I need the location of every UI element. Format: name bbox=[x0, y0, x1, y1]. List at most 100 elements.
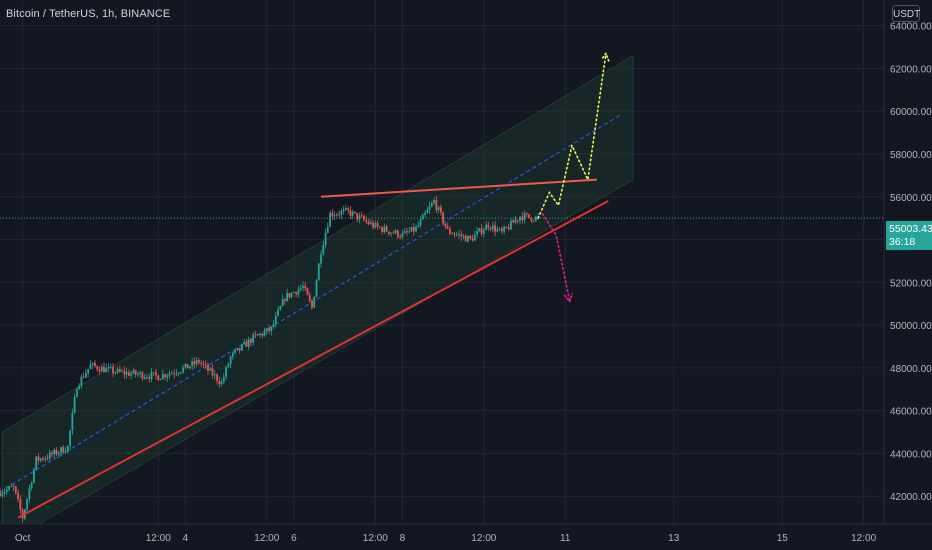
candle-body bbox=[200, 362, 203, 364]
candle-body bbox=[125, 372, 128, 375]
currency-button[interactable]: USDT bbox=[892, 5, 920, 22]
candle-body bbox=[184, 363, 187, 368]
candle-body bbox=[315, 280, 318, 297]
candle-body bbox=[19, 499, 22, 510]
candle-body bbox=[476, 231, 478, 235]
candle-body bbox=[335, 214, 338, 216]
candle-body bbox=[274, 315, 277, 325]
candle-body bbox=[424, 213, 426, 215]
candle-body bbox=[213, 374, 216, 376]
candle-body bbox=[363, 216, 365, 220]
candle-body bbox=[134, 370, 137, 375]
candle-body bbox=[14, 486, 17, 493]
candle-body bbox=[523, 213, 526, 221]
candle-body bbox=[433, 199, 435, 204]
candle-body bbox=[293, 292, 295, 293]
candle-body bbox=[378, 226, 381, 228]
candle-body bbox=[387, 231, 390, 234]
candle-body bbox=[222, 376, 225, 382]
candle-body bbox=[148, 377, 151, 379]
candle-body bbox=[123, 370, 126, 375]
bearish-projection bbox=[541, 213, 571, 303]
candle-body bbox=[320, 254, 322, 264]
candle-body bbox=[345, 208, 347, 210]
candle-body bbox=[394, 230, 397, 234]
candle-body bbox=[118, 369, 121, 372]
candle-body bbox=[193, 361, 196, 365]
candle-body bbox=[256, 334, 259, 336]
bullish-projection bbox=[537, 52, 607, 219]
candle-body bbox=[234, 350, 237, 353]
price-tick-label: 48000.00 bbox=[890, 364, 932, 375]
candle-body bbox=[313, 296, 316, 308]
price-tick-label: 58000.00 bbox=[890, 150, 932, 161]
time-tick-label: 12:00 bbox=[471, 533, 496, 544]
channel-band bbox=[1, 55, 634, 546]
symbol-title[interactable]: Bitcoin / TetherUS, 1h, BINANCE bbox=[6, 8, 171, 20]
candle-body bbox=[408, 231, 411, 233]
time-tick-label: 13 bbox=[668, 533, 680, 544]
time-tick-label: 12:00 bbox=[363, 533, 388, 544]
candle-body bbox=[376, 223, 379, 227]
candle-body bbox=[473, 234, 476, 241]
candle-body bbox=[159, 378, 162, 381]
candle-body bbox=[146, 377, 148, 379]
candle-body bbox=[114, 372, 117, 374]
candle-body bbox=[89, 364, 92, 370]
candle-body bbox=[82, 376, 85, 378]
candle-body bbox=[311, 300, 313, 308]
candle-body bbox=[331, 212, 334, 217]
time-tick-label: 12:00 bbox=[254, 533, 279, 544]
candle-body bbox=[372, 222, 374, 228]
candle-body bbox=[105, 367, 108, 373]
price-tick-label: 56000.00 bbox=[890, 193, 932, 204]
candle-body bbox=[121, 370, 123, 372]
candle-body bbox=[177, 373, 180, 374]
candle-body bbox=[66, 445, 69, 452]
candle-body bbox=[324, 232, 327, 245]
candle-body bbox=[467, 235, 469, 242]
candle-body bbox=[191, 361, 194, 367]
candle-body bbox=[80, 376, 83, 386]
candle-body bbox=[489, 227, 492, 230]
time-tick-label: 12:00 bbox=[146, 533, 171, 544]
candle-body bbox=[152, 372, 155, 374]
candle-body bbox=[512, 220, 515, 223]
candle-body bbox=[35, 456, 38, 470]
candle-body bbox=[514, 219, 517, 223]
candle-body bbox=[397, 230, 399, 237]
candle-body bbox=[8, 486, 10, 490]
candle-body bbox=[141, 372, 144, 379]
candle-body bbox=[182, 367, 185, 372]
candle-body bbox=[263, 331, 266, 336]
candle-body bbox=[295, 292, 298, 295]
candle-body bbox=[392, 232, 395, 234]
price-axis[interactable]: 42000.00 44000.00 46000.00 48000.00 50000.00… bbox=[883, 0, 932, 550]
candle-body bbox=[498, 228, 501, 230]
time-tick-label: 6 bbox=[291, 533, 297, 544]
candle-body bbox=[277, 310, 279, 316]
candle-body bbox=[3, 491, 6, 494]
candle-body bbox=[247, 339, 250, 347]
candle-body bbox=[322, 244, 325, 255]
candle-body bbox=[94, 363, 96, 367]
candle-body bbox=[333, 215, 336, 217]
candle-body bbox=[112, 366, 114, 374]
candle-body bbox=[96, 366, 99, 370]
candle-body bbox=[446, 226, 449, 229]
candle-body bbox=[510, 220, 512, 230]
candle-body bbox=[519, 216, 521, 221]
candle-body bbox=[485, 224, 487, 231]
candle-body bbox=[356, 212, 359, 220]
price-tick-label: 42000.00 bbox=[890, 492, 932, 503]
candle-body bbox=[390, 232, 393, 234]
candle-body bbox=[410, 226, 413, 232]
time-tick-label: Oct bbox=[15, 533, 31, 544]
time-axis[interactable]: Oct 12:00 4 12:00 6 12:00 8 12:00 11 13 15 12:00 bbox=[0, 523, 932, 550]
candle-body bbox=[442, 212, 445, 224]
candle-body bbox=[161, 374, 164, 379]
candle-body bbox=[451, 233, 454, 235]
candle-body bbox=[250, 339, 252, 343]
candle-body bbox=[412, 226, 415, 232]
